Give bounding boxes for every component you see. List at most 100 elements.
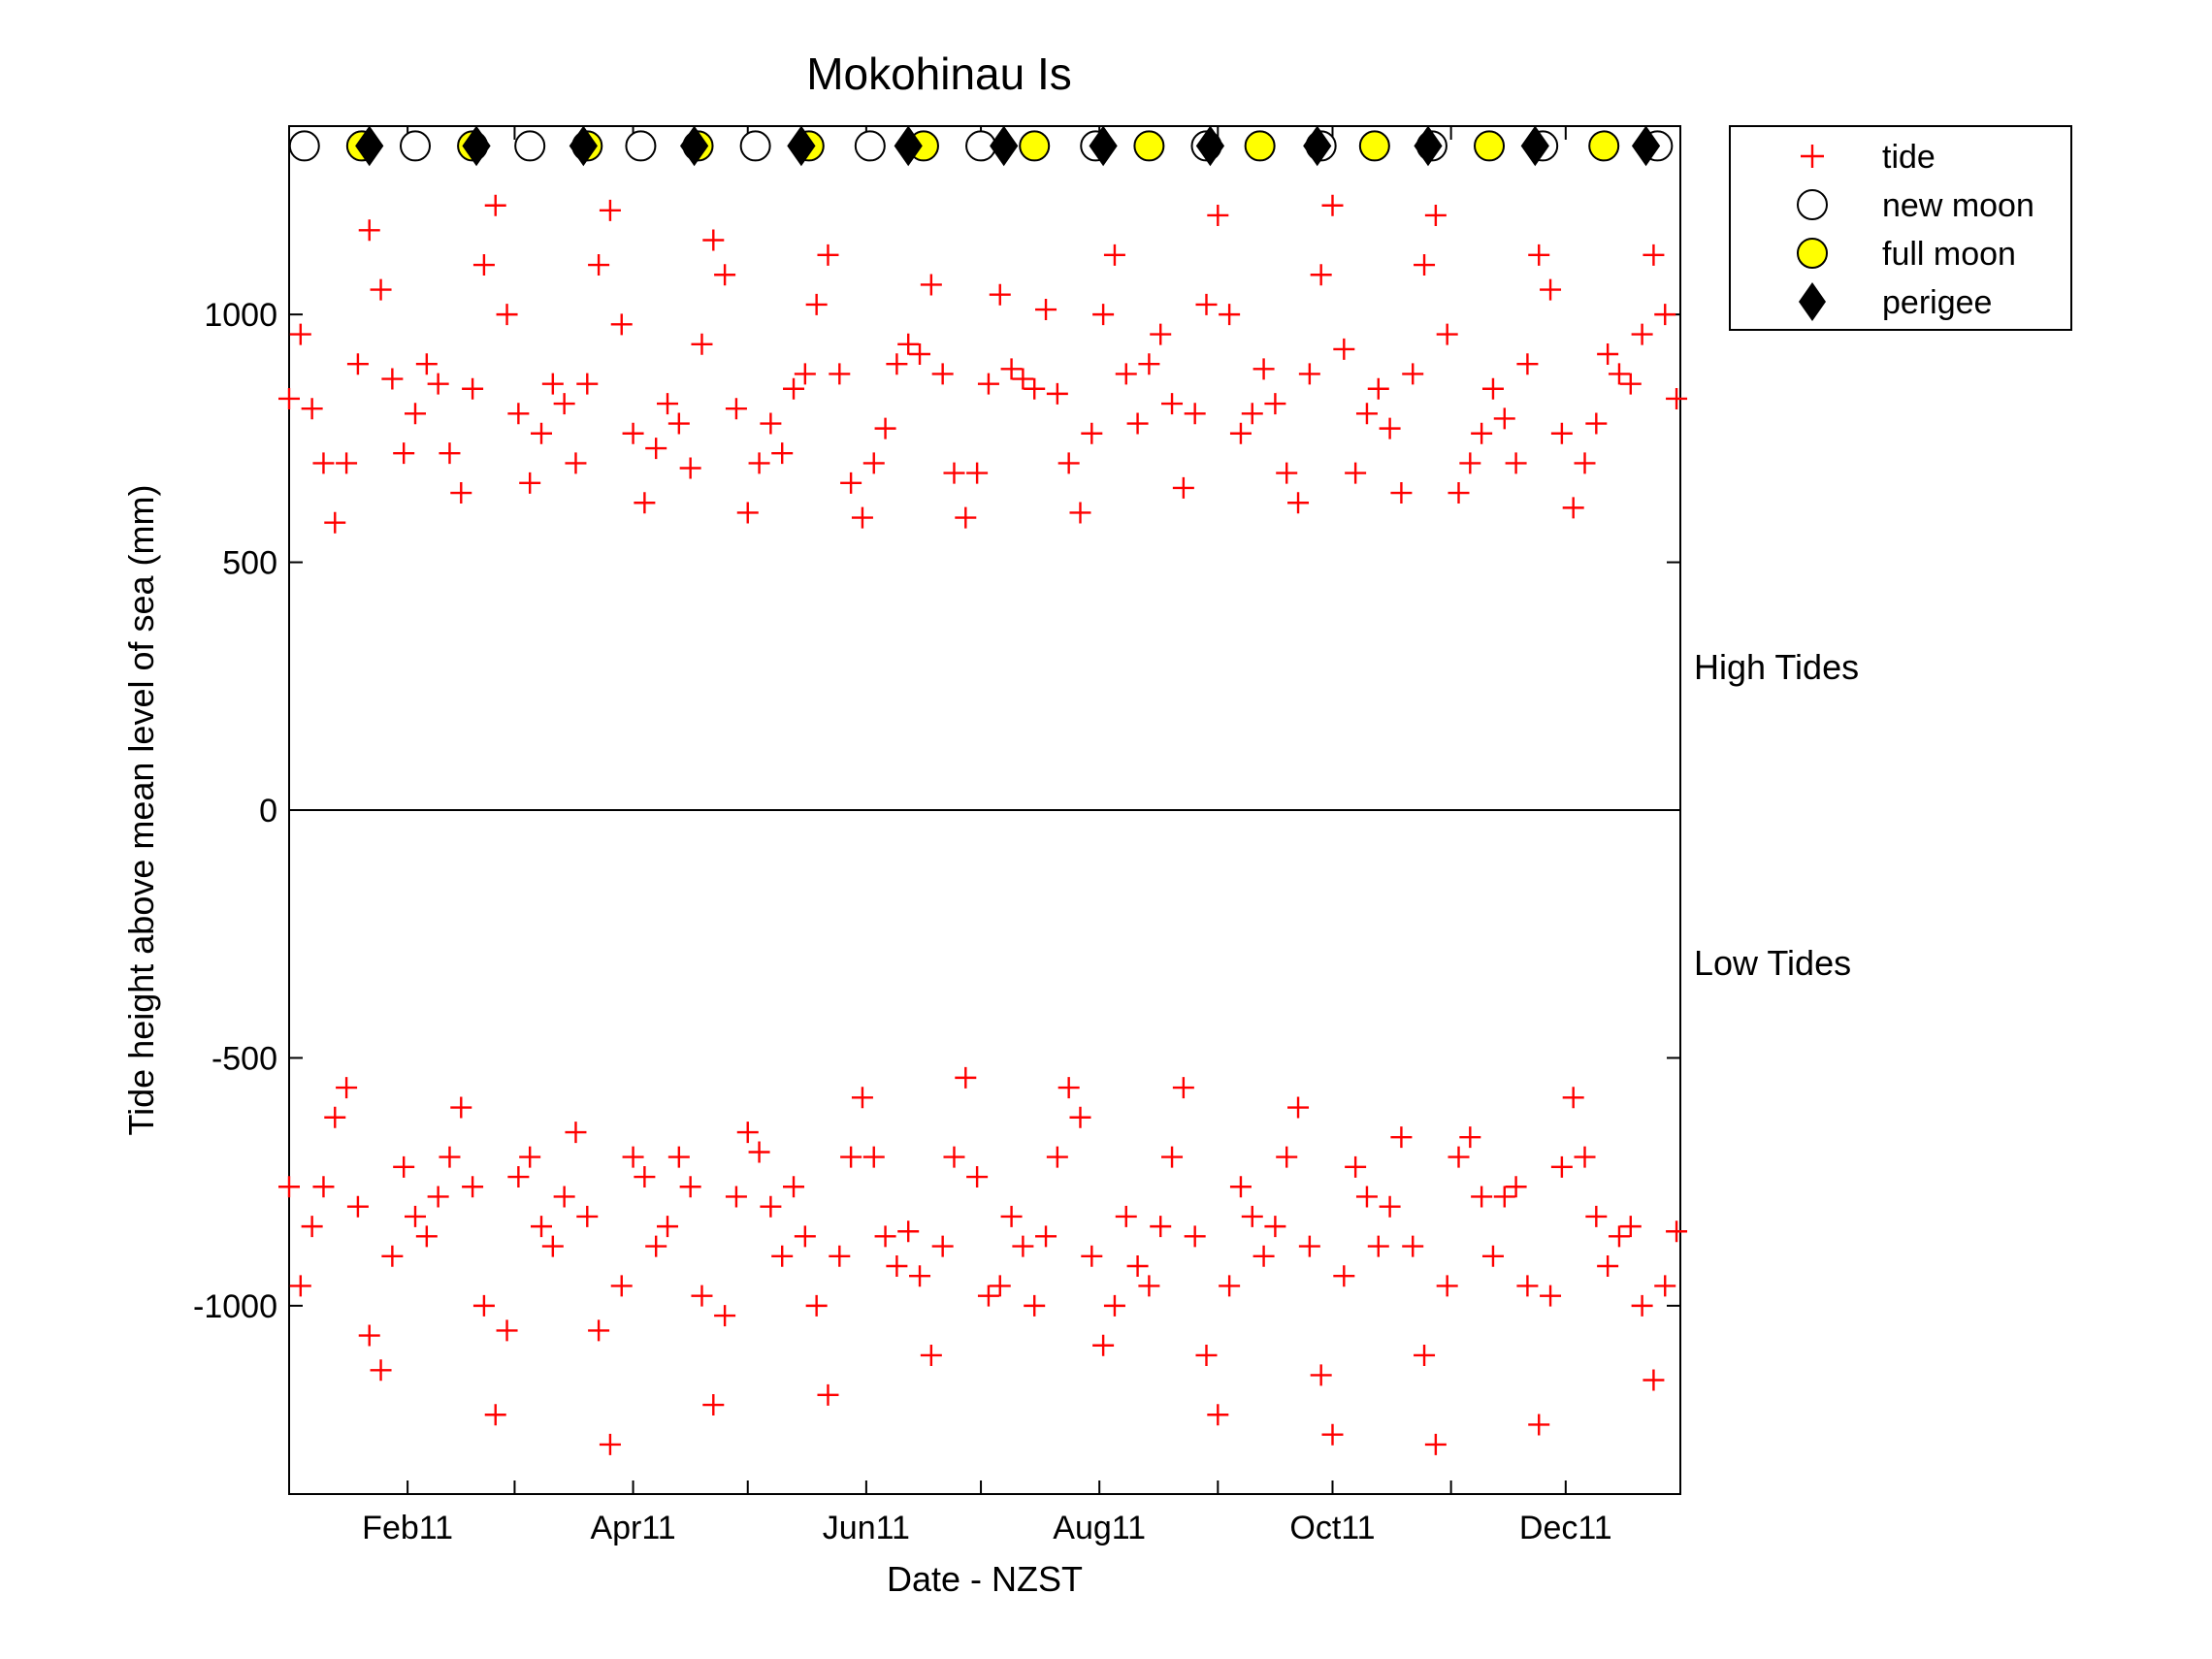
tide-point: [1516, 1275, 1539, 1297]
perigee-marker: [990, 125, 1019, 167]
tide-point: [725, 1186, 747, 1208]
tide-point: [381, 368, 404, 390]
tide-point: [805, 293, 828, 315]
perigee-marker: [787, 125, 816, 167]
y-tick-label: 0: [259, 793, 277, 830]
tide-point: [874, 1225, 896, 1248]
legend-perigee-marker: [1799, 282, 1826, 321]
tide-point: [1298, 1235, 1320, 1257]
new-moon-marker: [854, 130, 886, 162]
tide-point: [324, 511, 346, 534]
tide-point: [439, 1146, 461, 1168]
tide-point: [565, 452, 587, 474]
legend-new-moon-marker: [1797, 189, 1828, 220]
tide-point: [920, 274, 942, 296]
tide-point: [702, 1394, 725, 1416]
tide-point: [989, 283, 1011, 306]
tide-point: [576, 1205, 599, 1227]
tide-point: [1528, 1414, 1550, 1436]
tide-point: [541, 373, 564, 395]
tide-point: [794, 363, 816, 385]
x-tick-label: Oct11: [1289, 1510, 1375, 1546]
tide-point: [1493, 407, 1515, 430]
tide-point: [1161, 393, 1184, 415]
full-moon-marker: [1474, 130, 1506, 162]
tide-point: [553, 393, 575, 415]
tide-point: [1287, 1096, 1310, 1119]
tide-point: [1310, 264, 1332, 286]
tide-point: [439, 442, 461, 465]
tide-point: [955, 1066, 977, 1089]
new-moon-marker: [625, 130, 657, 162]
tide-point: [289, 323, 311, 345]
tide-point: [1150, 323, 1172, 345]
tide-point: [886, 353, 908, 375]
tide-point: [1631, 323, 1653, 345]
tide-point: [1138, 353, 1160, 375]
new-moon-marker: [514, 130, 546, 162]
tide-point: [1298, 363, 1320, 385]
tide-point: [1654, 1275, 1676, 1297]
tide-point: [783, 377, 805, 400]
chart-title: Mokohinau Is: [806, 49, 1072, 99]
legend: tide new moon full moon perigee: [1729, 125, 2072, 331]
tide-point: [1287, 492, 1310, 514]
tide-point: [1550, 422, 1573, 444]
tide-point: [393, 442, 415, 465]
tide-point: [966, 462, 989, 484]
tide-point: [1103, 1294, 1125, 1317]
tide-point: [1092, 304, 1115, 326]
full-moon-marker: [1019, 130, 1051, 162]
tide-point: [278, 1176, 300, 1198]
tide-point: [312, 452, 335, 474]
tide-point: [1436, 323, 1458, 345]
new-moon-marker: [400, 130, 432, 162]
tide-point: [931, 363, 954, 385]
perigee-marker: [679, 125, 709, 167]
tide-point: [714, 1305, 736, 1327]
tide-point: [1012, 1235, 1034, 1257]
tide-point: [610, 313, 633, 336]
tide-point: [1643, 244, 1665, 266]
tide-point: [1390, 482, 1413, 504]
tide-point: [1184, 1225, 1206, 1248]
tide-point: [622, 422, 644, 444]
tide-point: [1126, 1255, 1149, 1277]
tide-point: [851, 506, 873, 529]
tide-point: [278, 387, 300, 409]
tide-point: [1414, 254, 1436, 276]
tide-point: [496, 304, 518, 326]
tide-point: [657, 393, 679, 415]
tide-point: [1081, 422, 1103, 444]
tide-point: [462, 1176, 484, 1198]
tide-point: [862, 452, 885, 474]
tide-point: [405, 403, 427, 425]
tide-point: [1024, 1294, 1046, 1317]
tide-point: [370, 278, 392, 301]
tide-point: [588, 254, 610, 276]
y-tick-label: -500: [211, 1040, 277, 1077]
x-tick-label: Jun11: [823, 1510, 910, 1546]
tide-point: [1367, 1235, 1389, 1257]
tide-point: [1024, 377, 1046, 400]
tide-point: [931, 1235, 954, 1257]
tide-point: [955, 506, 977, 529]
tide-point: [622, 1146, 644, 1168]
moon-markers: [288, 125, 1674, 167]
tide-point: [1321, 194, 1344, 216]
legend-box: [1729, 125, 2072, 331]
perigee-marker: [462, 125, 491, 167]
tide-point: [943, 1146, 965, 1168]
tide-point: [886, 1255, 908, 1277]
new-moon-marker: [288, 130, 320, 162]
tide-point: [679, 457, 701, 479]
tide-point: [531, 422, 553, 444]
tide-point: [1264, 393, 1286, 415]
tide-point: [977, 373, 999, 395]
tide-point: [1276, 462, 1298, 484]
tide-point: [1184, 403, 1206, 425]
tide-point: [415, 1225, 438, 1248]
x-axis-label: Date - NZST: [887, 1559, 1083, 1599]
tide-point: [1195, 1344, 1218, 1366]
tide-point: [1562, 1087, 1584, 1109]
